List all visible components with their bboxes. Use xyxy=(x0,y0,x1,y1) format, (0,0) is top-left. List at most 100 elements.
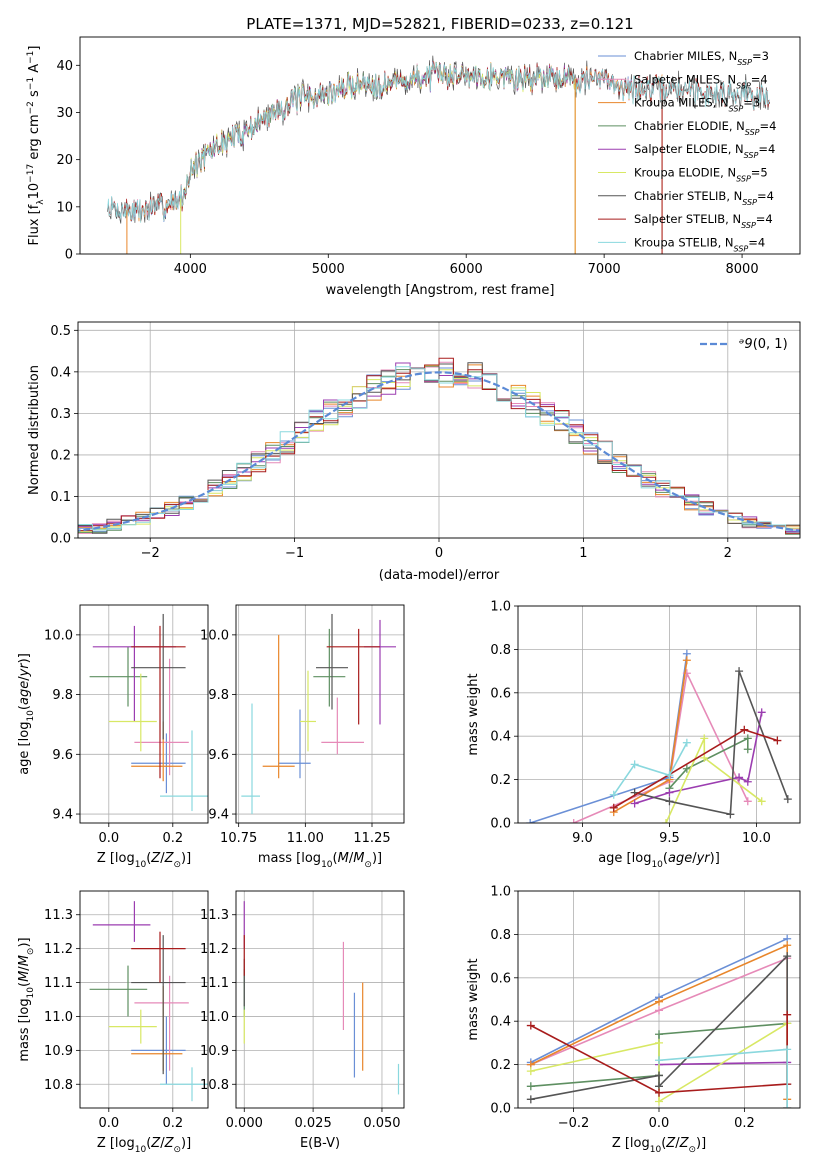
residuals-xtick-label: −1 xyxy=(285,546,304,561)
weight_vs_age-series-chabrier-miles-marker xyxy=(526,819,535,823)
spectrum-line-salpeter-miles xyxy=(127,61,663,221)
mass_vs_ebv-xtick-label: 0.000 xyxy=(226,1116,263,1131)
weight_vs_age-series-salpeter-elodie-marker xyxy=(665,788,674,797)
age_vs_Z-points xyxy=(89,613,208,812)
spectrum-ytick-label: 40 xyxy=(56,59,73,74)
legend-entry: Kroupa ELODIE, NSSP=5 xyxy=(634,166,768,184)
spectrum-ytick-label: 10 xyxy=(56,200,73,215)
mass_vs_Z-ytick-label: 11.1 xyxy=(44,976,73,991)
age_vs_Z-ytick-label: 9.8 xyxy=(52,688,73,703)
spectrum-xtick-label: 6000 xyxy=(450,262,483,277)
spectrum-ylabel: Flux [fλ10−17 erg cm−2 s−1 A−1] xyxy=(26,46,46,246)
spectrum-xlabel: wavelength [Angstrom, rest frame] xyxy=(326,283,555,298)
weight_vs_age-ytick-label: 0.6 xyxy=(490,686,511,701)
age_vs_mass-xtick-label: 10.75 xyxy=(220,831,257,846)
weight_vs_Z-series-chabrier-stelib-marker xyxy=(526,1095,535,1104)
age_vs_mass-ytick-label: 9.6 xyxy=(208,748,229,763)
spectrum-xtick-label: 5000 xyxy=(312,262,345,277)
weight_vs_Z-series-salpeter-stelib-marker xyxy=(655,1088,663,1097)
mass_vs_ebv-xlabel: E(B-V) xyxy=(300,1136,340,1151)
weight_vs_age-series-chabrier-elodie-marker xyxy=(743,745,752,754)
weight_vs_Z-series-salpeter-stelib-marker xyxy=(526,1021,535,1030)
weight_vs_age-series-salpeter-stelib-marker xyxy=(740,725,749,734)
weight_vs_Z-series-kroupa-stelib-marker xyxy=(655,1056,663,1065)
figure-title: PLATE=1371, MJD=52821, FIBERID=0233, z=0… xyxy=(246,15,633,33)
gaussian-curve xyxy=(78,371,800,532)
mass_vs_Z-ytick-label: 11.0 xyxy=(44,1010,73,1025)
mass_vs_Z-points xyxy=(89,901,208,1102)
age_vs_mass-points xyxy=(241,613,396,815)
residuals-ytick-label: 0.3 xyxy=(50,407,71,422)
age_vs_Z-xlabel: Z [log10(Z/Z⊙)] xyxy=(97,851,191,870)
legend-entry: Chabrier ELODIE, NSSP=4 xyxy=(634,119,776,137)
spectrum-xtick-label: 4000 xyxy=(174,262,207,277)
age_vs_Z-ytick-label: 10.0 xyxy=(44,628,73,643)
age_vs_mass-xtick-label: 11.25 xyxy=(353,831,390,846)
weight_vs_age-series-chabrier-stelib-marker xyxy=(726,810,735,819)
weight_vs_Z-xlabel: Z [log10(Z/Z⊙)] xyxy=(612,1136,706,1155)
weight_vs_Z-ytick-label: 0.4 xyxy=(490,1015,511,1030)
weight_vs_Z-xtick-label: 0.0 xyxy=(649,1116,670,1131)
weight_vs_age-series-chabrier-miles xyxy=(529,653,688,823)
residuals-ytick-label: 0.4 xyxy=(50,365,71,380)
weight_vs_age-series-kroupa-elodie-marker xyxy=(661,819,670,823)
mass_vs_Z-frame xyxy=(79,890,209,1109)
weight_vs_Z-series-salpeter-stelib-marker xyxy=(783,1010,792,1019)
weight_vs_age-ytick-label: 0.8 xyxy=(490,643,511,658)
weight_vs_age-series-kroupa-stelib-marker xyxy=(665,771,674,780)
weight_vs_Z-xtick-label: −0.2 xyxy=(558,1116,590,1131)
mass_vs_ebv-ytick-label: 11.2 xyxy=(200,942,229,957)
weight_vs_Z-series-kroupa-stelib-marker xyxy=(783,1104,792,1108)
mass_vs_ebv-ytick-label: 11.3 xyxy=(200,908,229,923)
spectrum-ytick-label: 0 xyxy=(65,248,73,263)
legend-gaussian-label: ᵊ9(0, 1) xyxy=(739,337,788,352)
weight_vs_Z-lines xyxy=(526,934,792,1108)
weight_vs_age-series-salpeter-stelib-marker xyxy=(609,803,618,812)
weight_vs_age-series-chabrier-stelib-marker xyxy=(665,797,674,806)
weight_vs_Z-series-chabrier-stelib-marker xyxy=(655,1071,663,1080)
age_vs_mass-ytick-label: 9.8 xyxy=(208,688,229,703)
weight_vs_age-series-salpeter-elodie-marker xyxy=(743,777,752,786)
age_vs_Z-ytick-label: 9.4 xyxy=(52,808,73,823)
age_vs_Z-xtick-label: 0.2 xyxy=(162,831,183,846)
weight_vs_Z-series-salpeter-miles-marker xyxy=(655,1006,663,1015)
weight_vs_age-series-kroupa-stelib-marker xyxy=(682,738,691,747)
weight_vs_age-series-kroupa-stelib-marker xyxy=(609,790,618,799)
weight_vs_age-series-salpeter-miles-marker xyxy=(743,797,752,806)
weight_vs_age-lines xyxy=(526,649,792,823)
residuals-ytick-label: 0.0 xyxy=(50,532,71,547)
spectrum-xtick-label: 7000 xyxy=(588,262,621,277)
mass_vs_Z-xlabel: Z [log10(Z/Z⊙)] xyxy=(97,1136,191,1155)
spectrum-xtick-label: 8000 xyxy=(726,262,759,277)
age_vs_mass-frame xyxy=(235,604,405,824)
age_vs_mass-xtick-label: 11.00 xyxy=(287,831,324,846)
weight_vs_age-series-salpeter-elodie-marker xyxy=(630,799,639,808)
spectrum-ytick-label: 30 xyxy=(56,106,73,121)
weight_vs_age-series-chabrier-elodie-marker xyxy=(743,734,752,743)
mass_vs_ebv-xtick-label: 0.025 xyxy=(295,1116,332,1131)
weight_vs_age-series-chabrier-elodie xyxy=(668,737,749,789)
mass_vs_Z-xtick-label: 0.0 xyxy=(98,1116,119,1131)
weight_vs_age-xtick-label: 10.0 xyxy=(742,831,771,846)
residuals-ytick-label: 0.2 xyxy=(50,448,71,463)
mass_vs_ebv-ytick-label: 11.1 xyxy=(200,976,229,991)
weight_vs_Z-series-kroupa-elodie-marker xyxy=(655,1097,663,1106)
age_vs_Z-xtick-label: 0.0 xyxy=(98,831,119,846)
spectrum-line-kroupa-stelib xyxy=(107,62,771,223)
weight_vs_age-xlabel: age [log10(age/yr)] xyxy=(598,851,720,870)
weight_vs_Z-ytick-label: 0.2 xyxy=(490,1058,511,1073)
residual-hist xyxy=(78,357,800,538)
spectrum-lines xyxy=(107,55,771,254)
age_vs_Z-ylabel: age [log10(age/yr)] xyxy=(17,653,36,775)
residuals-ylabel: Normed distribution xyxy=(27,365,42,495)
weight_vs_age-series-salpeter-stelib-marker xyxy=(773,736,782,745)
weight_vs_Z-xtick-label: 0.2 xyxy=(734,1116,755,1131)
weight_vs_age-ytick-label: 1.0 xyxy=(490,600,511,615)
weight_vs_Z-series-kroupa-elodie-marker xyxy=(526,1067,535,1076)
mass_vs_Z-xtick-label: 0.2 xyxy=(162,1116,183,1131)
residuals-xtick-label: 0 xyxy=(435,546,443,561)
mass_vs_ebv-frame xyxy=(235,890,405,1109)
weight_vs_age-series-salpeter-miles-marker xyxy=(682,669,691,678)
weight_vs_age-series-chabrier-elodie-marker xyxy=(682,764,691,773)
